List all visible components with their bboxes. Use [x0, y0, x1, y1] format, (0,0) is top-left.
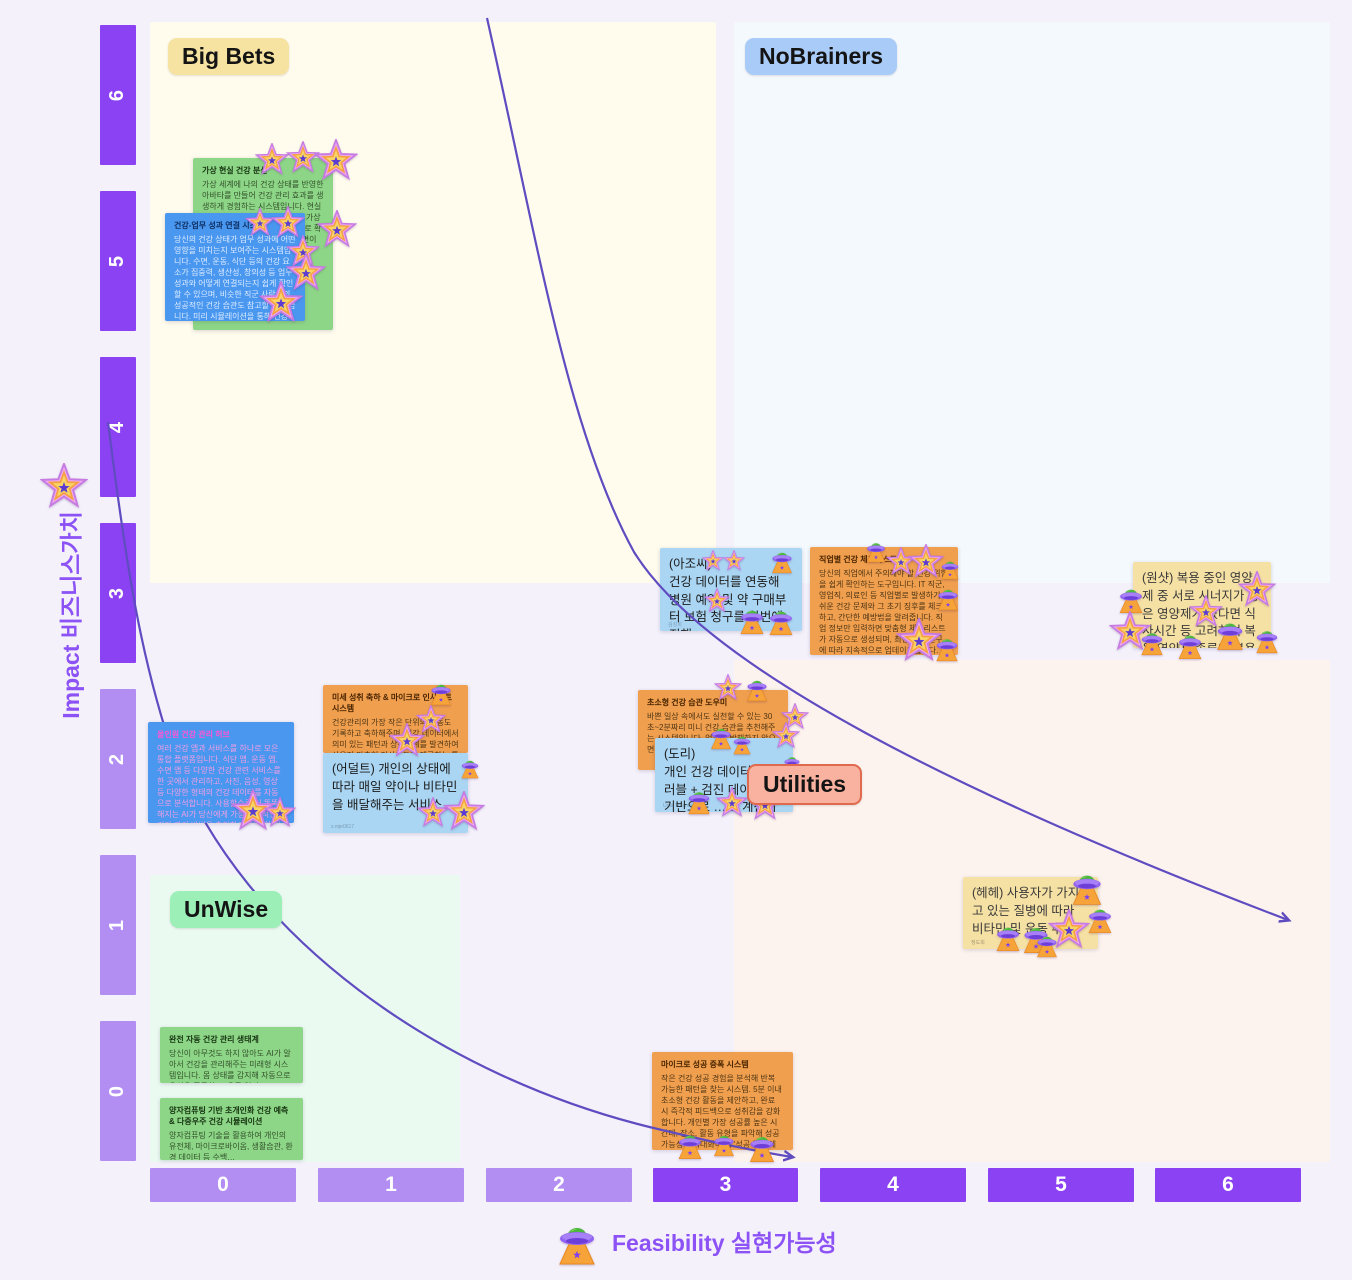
impact-axis-tick-2: 2 [100, 689, 136, 829]
feasibility-axis-tick-label: 1 [385, 1173, 397, 1196]
impact-axis-tick-label: 2 [106, 753, 129, 765]
star-sticker-icon[interactable] [389, 723, 425, 759]
feasibility-axis-tick-3: 3 [653, 1168, 798, 1202]
impact-axis-tick-1: 1 [100, 855, 136, 995]
quadrant-label-unwise[interactable]: UnWise [170, 891, 283, 928]
ufo-sticker-icon[interactable] [710, 1129, 738, 1157]
star-sticker-icon[interactable] [443, 791, 485, 833]
ufo-sticker-icon[interactable] [932, 632, 962, 662]
ufo-sticker-icon[interactable] [1252, 624, 1282, 654]
quadrant-label-utilities[interactable]: Utilities [747, 764, 863, 805]
ufo-sticker-icon[interactable] [458, 755, 482, 779]
ufo-sticker-icon[interactable] [1212, 615, 1248, 651]
impact-axis-tick-6: 6 [100, 25, 136, 165]
sticky-note-title: 건강-업무 성과 연결 시스템 [174, 221, 265, 230]
sticky-note-title: 양자컴퓨팅 기반 초개인화 건강 예측 & 다중우주 건강 시뮬레이션 [169, 1106, 289, 1126]
feasibility-axis-tick-label: 5 [1055, 1173, 1067, 1196]
ufo-sticker-icon[interactable] [1067, 866, 1107, 906]
ufo-sticker-icon[interactable] [934, 583, 962, 611]
ufo-sticker-icon[interactable] [743, 674, 771, 702]
feasibility-axis-tick-4: 4 [820, 1168, 966, 1202]
feasibility-axis-label-group: Feasibility 실현가능성 [552, 1216, 837, 1266]
star-sticker-icon[interactable] [264, 797, 296, 829]
quadrant-label-nobrainers[interactable]: NoBrainers [745, 38, 897, 75]
ufo-sticker-icon[interactable] [1174, 628, 1206, 660]
feasibility-ufo-icon[interactable] [552, 1216, 602, 1266]
feasibility-axis-tick-5: 5 [988, 1168, 1134, 1202]
sticky-note-title: 마이크로 성공 증폭 시스템 [661, 1060, 749, 1069]
feasibility-axis-tick-label: 3 [719, 1173, 732, 1196]
impact-axis-tick-label: 1 [106, 919, 129, 931]
impact-axis-tick-label: 5 [106, 255, 129, 267]
impact-axis-tick-label: 3 [106, 587, 129, 599]
sticky-note-title: 가상 현실 건강 분신 [202, 166, 268, 175]
impact-axis-tick-3: 3 [100, 523, 136, 663]
ufo-sticker-icon[interactable] [1137, 626, 1167, 656]
ufo-sticker-icon[interactable] [1033, 930, 1061, 958]
feasibility-axis-tick-6: 6 [1155, 1168, 1301, 1202]
ufo-sticker-icon[interactable] [745, 1129, 779, 1163]
ufo-sticker-icon[interactable] [674, 1128, 706, 1160]
star-sticker-icon[interactable] [723, 550, 745, 572]
ufo-sticker-icon[interactable] [938, 556, 962, 580]
sticky-note-author: 김성희 [668, 622, 682, 628]
star-sticker-icon[interactable] [716, 787, 748, 819]
impact-axis-tick-label: 6 [106, 89, 129, 101]
ufo-sticker-icon[interactable] [1115, 582, 1147, 614]
impact-axis-tick-label: 4 [106, 421, 129, 433]
feasibility-axis-tick-0: 0 [150, 1168, 296, 1202]
quadrant-nobrainers [734, 22, 1330, 583]
impact-axis-tick-4: 4 [100, 357, 136, 497]
ufo-sticker-icon[interactable] [765, 604, 797, 636]
impact-axis-tick-0: 0 [100, 1021, 136, 1161]
sticky-note-body: 양자컴퓨팅 기술을 활용하여 개인의 유전체, 마이크로바이옴, 생활습관, 환… [169, 1130, 293, 1160]
star-sticker-icon[interactable] [314, 139, 358, 183]
star-sticker-icon[interactable] [772, 722, 800, 750]
star-sticker-icon[interactable] [259, 281, 303, 325]
ufo-sticker-icon[interactable] [992, 920, 1024, 952]
star-sticker-icon[interactable] [702, 550, 724, 572]
quadrant-label-big-bets[interactable]: Big Bets [168, 38, 290, 75]
impact-star-icon[interactable] [40, 463, 88, 511]
ufo-sticker-icon[interactable] [730, 731, 754, 755]
ufo-sticker-icon[interactable] [736, 603, 768, 635]
sticky-note-author: 정도희 [971, 940, 985, 946]
sticky-note-author: s.mje0617 [331, 824, 355, 830]
ufo-sticker-icon[interactable] [768, 546, 796, 574]
feasibility-axis-tick-label: 4 [887, 1173, 899, 1196]
feasibility-axis-tick-label: 2 [553, 1173, 565, 1196]
star-sticker-icon[interactable] [714, 674, 742, 702]
feasibility-axis-tick-1: 1 [318, 1168, 464, 1202]
star-sticker-icon[interactable] [255, 143, 289, 177]
star-sticker-icon[interactable] [317, 210, 357, 250]
ufo-sticker-icon[interactable] [427, 678, 455, 706]
ufo-sticker-icon[interactable] [684, 785, 714, 815]
feasibility-axis-tick-2: 2 [486, 1168, 632, 1202]
sticky-note-title: 올인원 건강 관리 허브 [157, 730, 230, 739]
feasibility-axis-label: Feasibility 실현가능성 [612, 1230, 837, 1256]
impact-axis-tick-5: 5 [100, 191, 136, 331]
feasibility-axis-tick-label: 0 [217, 1173, 229, 1196]
feasibility-axis-tick-label: 6 [1222, 1173, 1234, 1196]
sticky-note-title: 완전 자동 건강 관리 생태계 [169, 1035, 259, 1044]
sticky-note-body: 당신이 아무것도 하지 않아도 AI가 알아서 건강을 관리해주는 미래형 시스… [169, 1048, 291, 1083]
star-sticker-icon[interactable] [1238, 571, 1276, 609]
star-sticker-icon[interactable] [704, 588, 730, 614]
impact-axis-tick-label: 0 [106, 1085, 129, 1097]
